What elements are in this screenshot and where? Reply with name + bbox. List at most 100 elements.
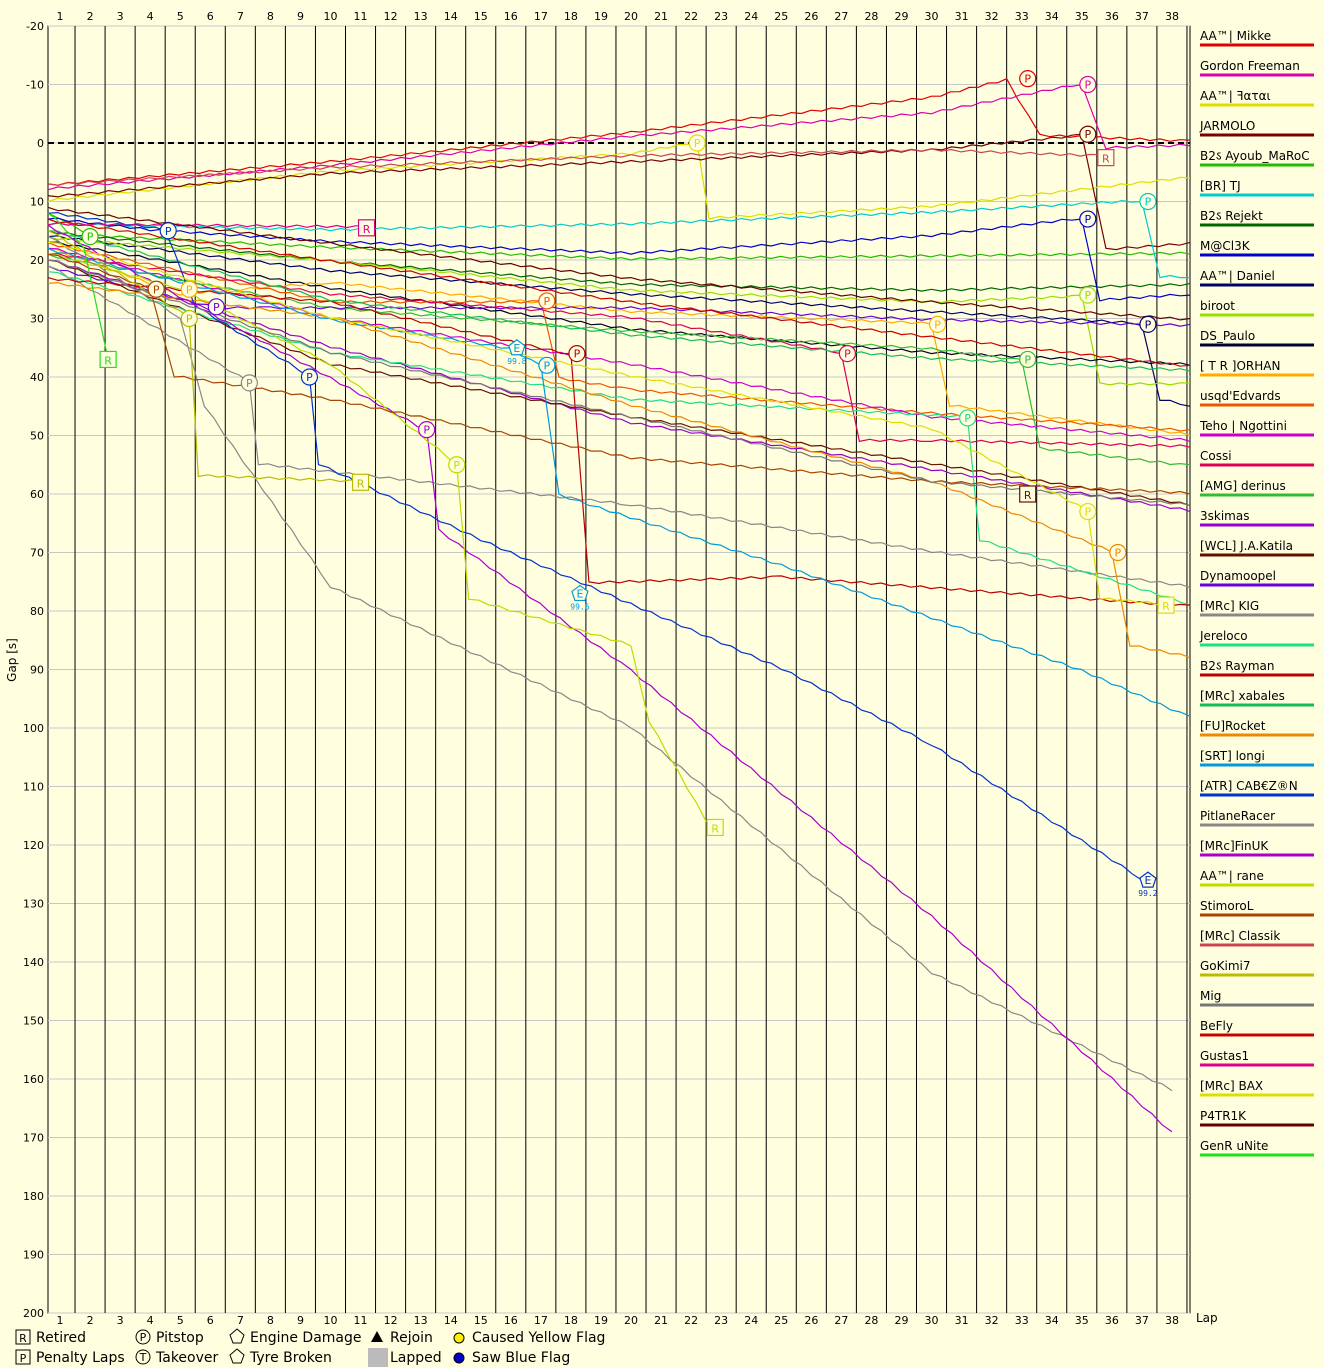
x-tick-bottom: 34 [1045, 1314, 1059, 1327]
series-line [47, 259, 1191, 507]
x-tick-bottom: 23 [714, 1314, 728, 1327]
legend-name: AA™| ꟻαται [1200, 89, 1271, 103]
x-tick-bottom: 21 [654, 1314, 668, 1327]
series-line [47, 230, 1191, 292]
series-line [47, 236, 1173, 1092]
series-line [47, 83, 1191, 191]
x-tick-top: 16 [504, 10, 518, 23]
pitstop-circle [1019, 70, 1037, 88]
series-line [47, 218, 1191, 367]
key-symbol: R [19, 1332, 27, 1345]
x-tick-top: 29 [894, 10, 908, 23]
series-line [47, 222, 367, 229]
x-tick-bottom: 30 [925, 1314, 939, 1327]
pitstop-circle [1139, 192, 1157, 211]
x-tick-top: 8 [267, 10, 274, 23]
series-line [47, 271, 1191, 606]
retired-letter: R [104, 354, 112, 367]
x-axis-label: Lap [1196, 1311, 1218, 1325]
engine-letter: E [513, 342, 520, 355]
x-tick-top: 11 [354, 10, 368, 23]
y-tick: 110 [23, 781, 44, 794]
key-item: P Pitstop [135, 1329, 204, 1346]
pitstop-letter: P [844, 348, 851, 361]
y-tick: 50 [30, 430, 44, 443]
x-tick-bottom: 16 [504, 1314, 518, 1327]
series-line [47, 148, 1110, 187]
legend-name: AA™| Daniel [1200, 269, 1275, 283]
retired-box [99, 350, 117, 369]
series-line [47, 230, 1191, 372]
x-tick-bottom: 27 [834, 1314, 848, 1327]
series-line [47, 224, 1173, 1133]
retired-letter: R [357, 477, 365, 490]
legend-name: B2ऽ Rayman [1200, 659, 1274, 673]
x-tick-bottom: 38 [1165, 1314, 1179, 1327]
pitstop-letter: P [574, 348, 581, 361]
pitstop-circle [207, 298, 225, 316]
x-tick-top: 34 [1045, 10, 1059, 23]
retired-letter: R [711, 822, 719, 835]
key-label: Rejoin [390, 1330, 433, 1346]
key-label: Tyre Broken [249, 1350, 332, 1366]
pitstop-letter: P [246, 377, 253, 390]
pitstop-letter: P [153, 283, 160, 296]
pitstop-letter: P [306, 371, 313, 384]
engine-damage-shape [1139, 871, 1157, 888]
pitstop-circle [180, 280, 198, 298]
x-tick-top: 28 [864, 10, 878, 23]
pitstop-circle [1079, 75, 1097, 94]
y-tick: 130 [23, 898, 44, 911]
pitstop-letter: P [1085, 128, 1092, 141]
key-symbol-circle [135, 1329, 151, 1345]
legend-name: [MRc] BAX [1200, 1079, 1263, 1093]
legend-name: [MRc] Classik [1200, 929, 1280, 943]
retired-box [1019, 485, 1037, 503]
x-tick-bottom: 29 [894, 1314, 908, 1327]
y-axis-ticks: -20 -10 0 10 20 30 40 50 60 70 80 90 100 110 120 130 140… [23, 20, 44, 1320]
x-tick-bottom: 8 [267, 1314, 274, 1327]
x-tick-top: 9 [297, 10, 304, 23]
x-tick-bottom: 12 [384, 1314, 398, 1327]
x-tick-top: 23 [714, 10, 728, 23]
x-tick-top: 15 [474, 10, 488, 23]
key-item: R Retired [15, 1329, 86, 1346]
engine-damage-value: 99.8 [507, 357, 526, 366]
pitstop-circle [568, 345, 586, 363]
marker-P: P [1109, 543, 1127, 562]
series-line [47, 241, 1167, 606]
engine-damage-shape [571, 584, 589, 602]
pitstop-circle [300, 368, 319, 386]
x-tick-bottom: 36 [1105, 1314, 1119, 1327]
legend-name: Cossi [1200, 449, 1232, 463]
pitstop-letter: P [1085, 79, 1092, 92]
key-symbol: T [139, 1351, 147, 1364]
marker-P: P [1019, 350, 1037, 369]
pitstop-letter: P [544, 359, 551, 372]
pitstop-letter: P [1085, 506, 1092, 519]
marker-P: P [240, 374, 258, 392]
pitstop-circle [240, 374, 258, 392]
x-tick-bottom: 2 [87, 1314, 94, 1327]
x-tick-bottom: 31 [955, 1314, 969, 1327]
marker-P: P [1139, 315, 1157, 333]
x-tick-top: 12 [384, 10, 398, 23]
legend-name: B2ऽ Rejekt [1200, 209, 1263, 223]
pitstop-letter: P [934, 318, 941, 331]
x-tick-bottom: 17 [534, 1314, 548, 1327]
pitstop-letter: P [1085, 213, 1092, 226]
key-symbol-circle [135, 1349, 151, 1365]
x-tick-bottom: 32 [985, 1314, 999, 1327]
key-symbol-box [15, 1349, 31, 1365]
marker-P: P [1079, 286, 1097, 304]
x-tick-bottom: 35 [1075, 1314, 1089, 1327]
pitstop-circle [1109, 543, 1127, 562]
y-tick: 80 [30, 605, 44, 618]
y-tick: 160 [23, 1073, 44, 1086]
series-line [47, 277, 1191, 607]
y-tick: 30 [30, 313, 44, 326]
marker-P: P [300, 368, 319, 386]
engine-damage-shape [508, 339, 526, 356]
y-tick: 70 [30, 547, 44, 560]
key-symbol: P [140, 1331, 147, 1344]
